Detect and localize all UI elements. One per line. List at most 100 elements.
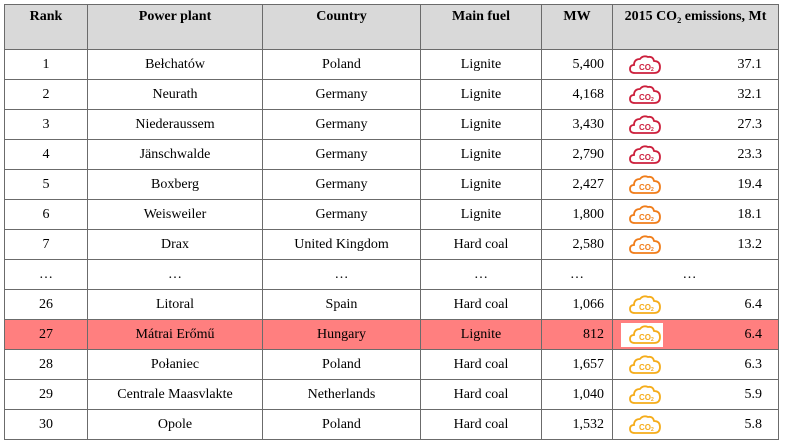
cell-mw: 3,430 xyxy=(541,109,613,140)
table-row: 27 Mátrai Erőmű Hungary Lignite 812 CO2 6.4 xyxy=(4,319,779,350)
svg-text:CO2: CO2 xyxy=(639,93,654,103)
emissions-value: 5.8 xyxy=(744,416,763,432)
co2-cloud-icon: CO2 xyxy=(629,114,661,134)
cell-mw: 4,168 xyxy=(541,79,613,110)
cell-main-fuel: Lignite xyxy=(420,169,542,200)
emissions-value: 13.2 xyxy=(737,236,763,252)
cell-power-plant: Połaniec xyxy=(87,349,263,380)
table-row: 26 Litoral Spain Hard coal 1,066 CO2 6.4 xyxy=(4,289,779,320)
header-power-plant: Power plant xyxy=(87,4,263,50)
svg-text:CO2: CO2 xyxy=(639,363,654,373)
cell-emissions: CO2 5.9 xyxy=(612,379,779,410)
cell-rank: 2 xyxy=(4,79,88,110)
cell-main-fuel: Lignite xyxy=(420,199,542,230)
emissions-value: 27.3 xyxy=(737,116,763,132)
cell-rank: 28 xyxy=(4,349,88,380)
header-emissions: 2015 CO₂ emissions, Mt xyxy=(612,4,779,50)
cell-emissions: CO2 32.1 xyxy=(612,79,779,110)
co2-cloud-icon-holder: CO2 xyxy=(621,142,663,167)
emissions-value: 5.9 xyxy=(744,386,763,402)
table-row: 4 Jänschwalde Germany Lignite 2,790 CO2 23.3 xyxy=(4,139,779,170)
cell-country: Spain xyxy=(262,289,421,320)
cell-emissions: CO2 27.3 xyxy=(612,109,779,140)
emissions-value: 6.4 xyxy=(744,326,763,342)
co2-cloud-icon: CO2 xyxy=(629,54,661,74)
cell-main-fuel: Hard coal xyxy=(420,379,542,410)
cell-mw: 1,800 xyxy=(541,199,613,230)
emissions-value: … xyxy=(682,266,697,282)
co2-cloud-icon: CO2 xyxy=(629,324,661,344)
svg-text:CO2: CO2 xyxy=(639,63,654,73)
table-row: 2 Neurath Germany Lignite 4,168 CO2 32.1 xyxy=(4,79,779,110)
cell-rank: 26 xyxy=(4,289,88,320)
co2-cloud-icon: CO2 xyxy=(629,384,661,404)
svg-text:CO2: CO2 xyxy=(639,153,654,163)
header-rank: Rank xyxy=(4,4,88,50)
cell-rank: 7 xyxy=(4,229,88,260)
co2-cloud-icon-holder: CO2 xyxy=(621,322,663,347)
table-row: 3 Niederaussem Germany Lignite 3,430 CO2 27.3 xyxy=(4,109,779,140)
cell-country: Germany xyxy=(262,109,421,140)
co2-cloud-icon: CO2 xyxy=(629,204,661,224)
emissions-value: 32.1 xyxy=(737,86,763,102)
cell-rank: 30 xyxy=(4,409,88,440)
cell-emissions: CO2 23.3 xyxy=(612,139,779,170)
cell-mw: 1,066 xyxy=(541,289,613,320)
header-mw: MW xyxy=(541,4,613,50)
table-body: 1 Bełchatów Poland Lignite 5,400 CO2 37.1 2 Neur… xyxy=(4,49,779,440)
cell-power-plant: Neurath xyxy=(87,79,263,110)
co2-cloud-icon-holder: CO2 xyxy=(621,232,663,257)
svg-text:CO2: CO2 xyxy=(639,123,654,133)
cell-rank: 1 xyxy=(4,49,88,80)
table-row: 5 Boxberg Germany Lignite 2,427 CO2 19.4 xyxy=(4,169,779,200)
svg-text:CO2: CO2 xyxy=(639,393,654,403)
cell-power-plant: Opole xyxy=(87,409,263,440)
cell-country: Hungary xyxy=(262,319,421,350)
cell-country: Netherlands xyxy=(262,379,421,410)
cell-power-plant: … xyxy=(87,259,263,290)
table-row: 29 Centrale Maasvlakte Netherlands Hard coa… xyxy=(4,379,779,410)
svg-text:CO2: CO2 xyxy=(639,303,654,313)
co2-cloud-icon-holder: CO2 xyxy=(621,172,663,197)
cell-country: Poland xyxy=(262,409,421,440)
cell-mw: 812 xyxy=(541,319,613,350)
svg-text:CO2: CO2 xyxy=(639,183,654,193)
cell-country: Poland xyxy=(262,349,421,380)
cell-main-fuel: Lignite xyxy=(420,49,542,80)
cell-emissions: CO2 6.4 xyxy=(612,319,779,350)
cell-country: … xyxy=(262,259,421,290)
cell-main-fuel: Lignite xyxy=(420,319,542,350)
cell-emissions: CO2 37.1 xyxy=(612,49,779,80)
cell-rank: … xyxy=(4,259,88,290)
cell-power-plant: Drax xyxy=(87,229,263,260)
cell-country: Germany xyxy=(262,139,421,170)
co2-cloud-icon-holder: CO2 xyxy=(621,52,663,77)
co2-cloud-icon: CO2 xyxy=(629,234,661,254)
table-header-row: Rank Power plant Country Main fuel MW 20… xyxy=(4,4,779,50)
co2-cloud-icon: CO2 xyxy=(629,354,661,374)
cell-country: United Kingdom xyxy=(262,229,421,260)
cell-emissions: CO2 13.2 xyxy=(612,229,779,260)
cell-main-fuel: … xyxy=(420,259,542,290)
cell-mw: 1,657 xyxy=(541,349,613,380)
co2-cloud-icon: CO2 xyxy=(629,84,661,104)
power-plant-emissions-table: Rank Power plant Country Main fuel MW 20… xyxy=(4,4,779,440)
cell-rank: 27 xyxy=(4,319,88,350)
co2-cloud-icon-holder: CO2 xyxy=(621,412,663,437)
cell-main-fuel: Hard coal xyxy=(420,349,542,380)
cell-power-plant: Bełchatów xyxy=(87,49,263,80)
emissions-value: 23.3 xyxy=(737,146,763,162)
cell-power-plant: Jänschwalde xyxy=(87,139,263,170)
cell-emissions: … xyxy=(612,259,779,290)
cell-country: Germany xyxy=(262,79,421,110)
cell-power-plant: Centrale Maasvlakte xyxy=(87,379,263,410)
co2-cloud-icon: CO2 xyxy=(629,294,661,314)
svg-text:CO2: CO2 xyxy=(639,333,654,343)
header-country: Country xyxy=(262,4,421,50)
cell-power-plant: Niederaussem xyxy=(87,109,263,140)
cell-mw: … xyxy=(541,259,613,290)
cell-mw: 2,580 xyxy=(541,229,613,260)
cell-power-plant: Weisweiler xyxy=(87,199,263,230)
cell-main-fuel: Hard coal xyxy=(420,409,542,440)
cell-main-fuel: Lignite xyxy=(420,79,542,110)
